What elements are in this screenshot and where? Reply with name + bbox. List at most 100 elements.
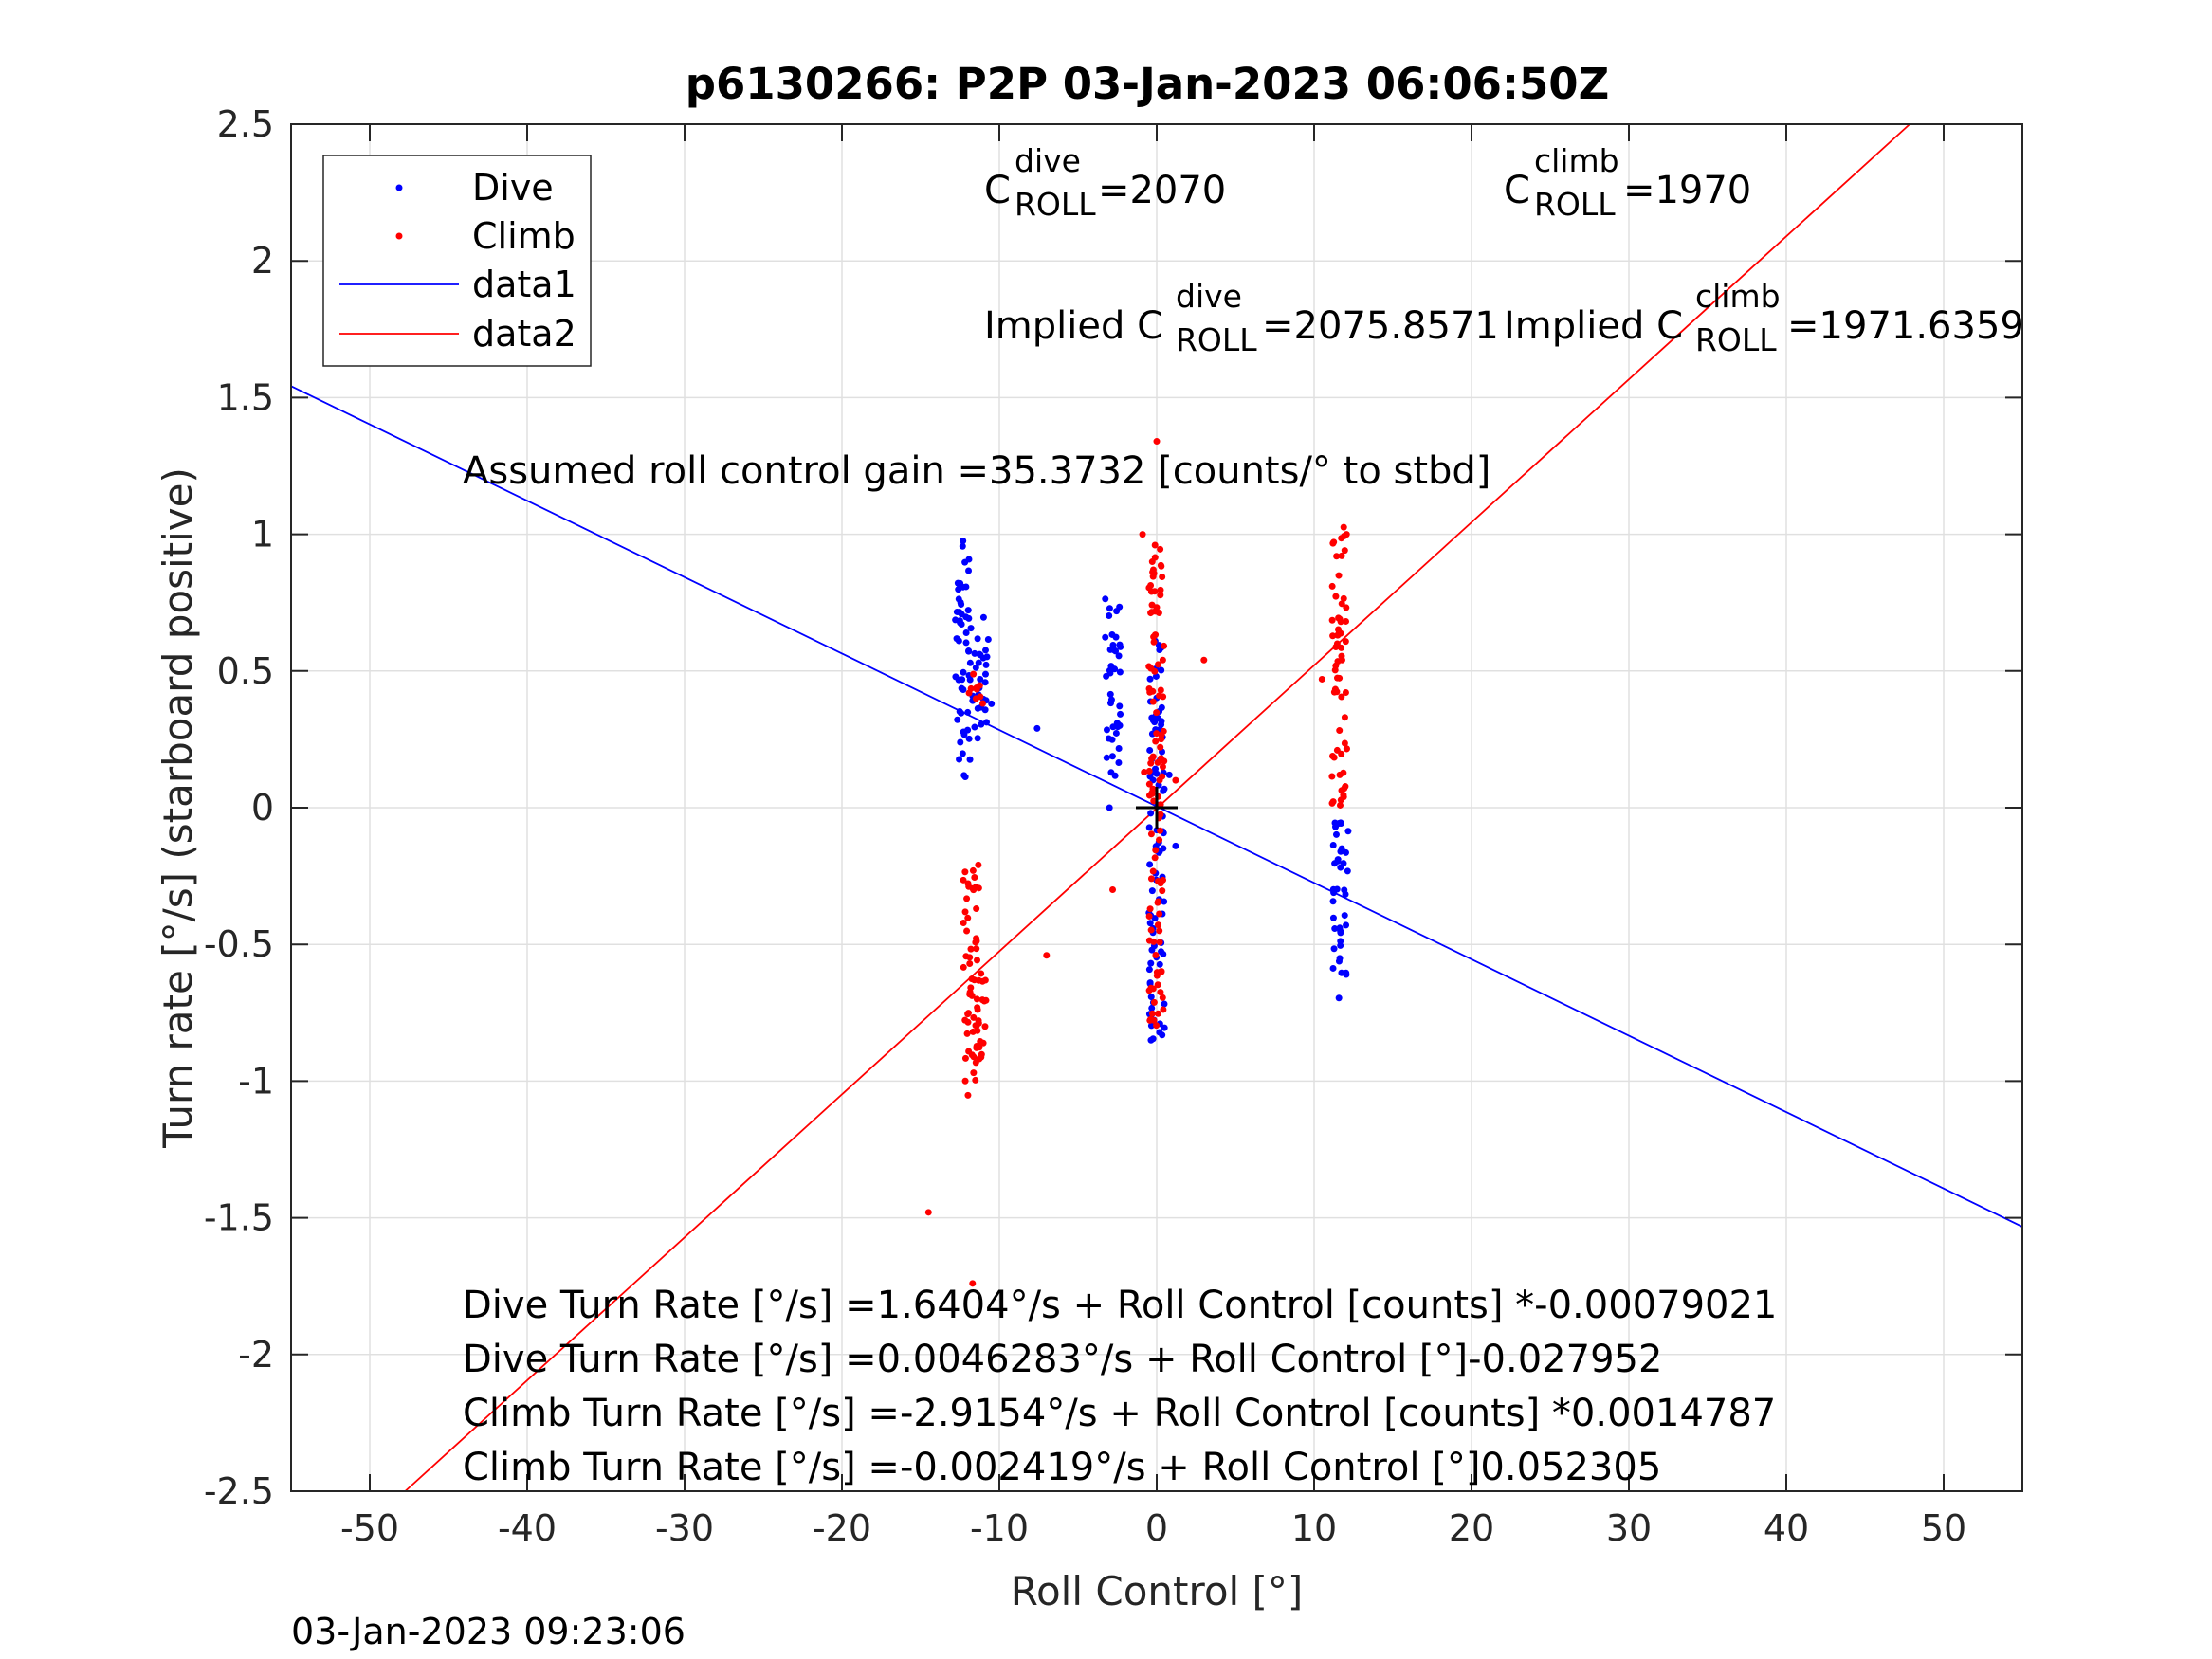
data-point <box>1147 875 1155 883</box>
data-point <box>1043 952 1051 959</box>
data-point <box>1328 616 1336 624</box>
data-point <box>956 708 963 716</box>
legend-dive-label: Dive <box>472 167 554 209</box>
data-point <box>1159 773 1166 780</box>
data-point <box>1145 767 1153 775</box>
data-point <box>1333 746 1341 754</box>
data-point <box>1155 609 1162 616</box>
data-point <box>1116 702 1124 710</box>
data-point <box>963 927 971 935</box>
x-tick-label: -10 <box>970 1507 1029 1549</box>
data-point <box>1151 541 1159 549</box>
data-point <box>1156 836 1163 844</box>
data-point <box>1106 804 1113 811</box>
data-point <box>960 920 967 927</box>
data-point <box>1152 738 1160 745</box>
data-point <box>1336 771 1344 778</box>
data-point <box>1145 780 1153 788</box>
y-tick-labels: -2.5 -2 -1.5 -1 -0.5 0 0.5 1 1.5 2 2.5 <box>204 103 274 1512</box>
ticks <box>291 123 2022 1492</box>
data-point <box>1148 1010 1156 1017</box>
data-point <box>1152 765 1160 773</box>
legend-box <box>322 155 592 367</box>
data-point <box>1172 842 1179 849</box>
data-point <box>1146 773 1154 780</box>
data-point <box>1338 845 1345 852</box>
data-point <box>1330 688 1338 696</box>
data-point <box>1148 946 1156 954</box>
data-point <box>964 708 972 716</box>
data-point <box>973 995 980 1003</box>
data-point <box>1158 720 1165 728</box>
data-point <box>1149 867 1157 875</box>
data-point <box>1159 1031 1166 1039</box>
data-point <box>969 1280 977 1287</box>
data-point <box>1331 860 1339 867</box>
data-point <box>961 558 969 566</box>
data-point <box>972 695 979 702</box>
data-point <box>1150 797 1158 805</box>
data-point <box>971 649 978 657</box>
data-point <box>962 639 970 647</box>
data-point <box>967 984 975 992</box>
x-tick-label: -40 <box>498 1507 557 1549</box>
data-point <box>968 992 976 999</box>
data-point <box>962 583 970 591</box>
data-point <box>1329 632 1337 640</box>
data-point <box>960 731 968 738</box>
data-point <box>1145 987 1153 994</box>
data-point <box>970 1013 978 1021</box>
data-point <box>1154 921 1161 929</box>
data-point <box>1336 801 1344 809</box>
data-point <box>966 959 974 967</box>
data-point <box>1335 626 1343 633</box>
data-point <box>1156 939 1163 946</box>
data-point <box>1342 890 1349 898</box>
data-point <box>959 542 966 550</box>
data-point <box>1149 566 1157 574</box>
data-point <box>1112 729 1120 737</box>
data-point <box>1159 656 1166 664</box>
data-point <box>1333 553 1341 560</box>
data-point <box>1106 605 1113 612</box>
data-point <box>1102 595 1109 603</box>
data-point <box>978 700 986 707</box>
legend-climb-label: Climb <box>472 215 576 257</box>
chart-title: p6130266: P2P 03-Jan-2023 06:06:50Z <box>686 59 1610 109</box>
data-point <box>1147 830 1155 838</box>
x-tick-label: 50 <box>1921 1507 1966 1549</box>
data-point <box>966 954 974 961</box>
data-point <box>1108 753 1116 760</box>
data-point <box>1151 915 1159 922</box>
data-point <box>974 704 981 712</box>
data-point <box>955 676 962 684</box>
data-point <box>960 538 967 545</box>
data-point <box>1145 684 1153 692</box>
data-point <box>1343 617 1350 625</box>
data-point <box>1145 937 1153 944</box>
data-point <box>958 684 965 692</box>
data-point <box>1103 754 1110 761</box>
data-point <box>1156 927 1163 935</box>
data-point <box>1332 592 1340 600</box>
data-point <box>1113 608 1121 615</box>
data-point <box>965 1048 973 1055</box>
data-point <box>1338 600 1345 608</box>
data-point <box>1148 1004 1156 1012</box>
data-point <box>1329 885 1337 893</box>
data-point <box>1139 531 1146 538</box>
data-point <box>1158 948 1165 956</box>
data-point <box>1160 845 1167 852</box>
data-point <box>1147 759 1155 767</box>
legend-data2-label: data2 <box>472 313 576 355</box>
data-point <box>1328 582 1336 590</box>
data-point <box>1152 847 1160 854</box>
data-point <box>970 670 978 678</box>
data-point <box>957 738 964 746</box>
data-point <box>1153 972 1161 979</box>
data-point <box>1331 666 1339 674</box>
data-point <box>1106 612 1113 620</box>
data-point <box>953 635 960 643</box>
